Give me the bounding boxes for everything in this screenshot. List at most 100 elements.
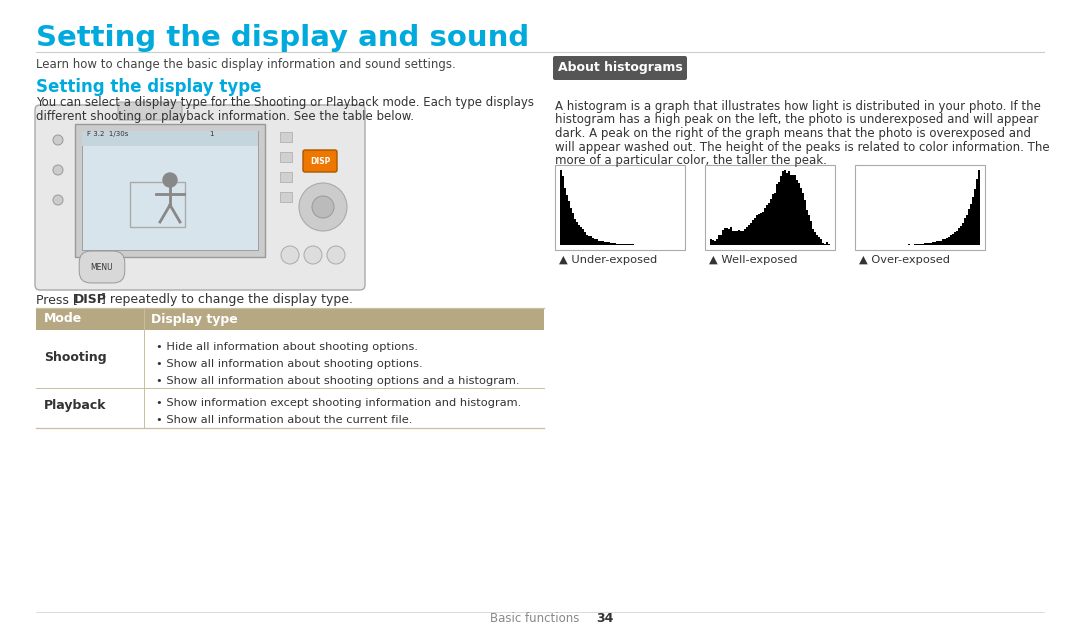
Text: Setting the display type: Setting the display type bbox=[36, 78, 261, 96]
Bar bbox=[964, 217, 966, 245]
Text: ▲ Over-exposed: ▲ Over-exposed bbox=[859, 255, 950, 265]
Bar bbox=[960, 226, 962, 245]
Text: DISP: DISP bbox=[310, 156, 330, 166]
Bar bbox=[810, 221, 812, 245]
Bar bbox=[944, 239, 946, 245]
Bar bbox=[82, 131, 258, 146]
Bar bbox=[920, 244, 922, 245]
Bar bbox=[974, 188, 976, 245]
Bar bbox=[962, 222, 964, 245]
Bar bbox=[588, 236, 590, 245]
Bar bbox=[828, 244, 831, 245]
Bar bbox=[855, 165, 985, 250]
Bar bbox=[826, 242, 828, 245]
Text: Learn how to change the basic display information and sound settings.: Learn how to change the basic display in… bbox=[36, 58, 456, 71]
Bar bbox=[596, 239, 598, 245]
Bar bbox=[942, 239, 944, 245]
Bar bbox=[566, 195, 568, 245]
Bar bbox=[568, 201, 570, 245]
Bar bbox=[572, 214, 573, 245]
Text: About histograms: About histograms bbox=[557, 62, 683, 74]
Bar bbox=[584, 232, 586, 245]
Circle shape bbox=[163, 173, 177, 187]
Circle shape bbox=[281, 246, 299, 264]
Bar bbox=[914, 244, 916, 245]
Bar bbox=[778, 181, 780, 245]
Bar bbox=[562, 176, 564, 245]
Bar bbox=[800, 188, 802, 245]
Bar bbox=[570, 209, 572, 245]
Bar bbox=[720, 235, 723, 245]
Text: Mode: Mode bbox=[44, 312, 82, 326]
Bar bbox=[561, 170, 562, 245]
Text: Basic functions: Basic functions bbox=[490, 612, 579, 626]
Bar bbox=[75, 124, 265, 257]
Text: Setting the display and sound: Setting the display and sound bbox=[36, 24, 529, 52]
Bar bbox=[762, 212, 764, 245]
Circle shape bbox=[303, 246, 322, 264]
Bar bbox=[770, 198, 772, 245]
Bar bbox=[580, 227, 582, 245]
Bar bbox=[922, 244, 924, 245]
Bar bbox=[754, 219, 756, 245]
Bar bbox=[816, 236, 818, 245]
Bar bbox=[951, 234, 954, 245]
Bar bbox=[766, 205, 768, 245]
Bar bbox=[934, 242, 936, 245]
Bar bbox=[624, 244, 626, 245]
Bar bbox=[936, 241, 939, 245]
Text: histogram has a high peak on the left, the photo is underexposed and will appear: histogram has a high peak on the left, t… bbox=[555, 113, 1038, 127]
Text: Press [: Press [ bbox=[36, 293, 78, 306]
Bar bbox=[812, 229, 814, 245]
Bar bbox=[36, 308, 544, 330]
Circle shape bbox=[299, 183, 347, 231]
Bar bbox=[824, 244, 826, 245]
Bar bbox=[818, 238, 820, 245]
Bar bbox=[612, 243, 615, 245]
Bar bbox=[798, 183, 800, 245]
Bar bbox=[594, 239, 596, 245]
Circle shape bbox=[53, 165, 63, 175]
Bar bbox=[782, 171, 784, 245]
Text: Display type: Display type bbox=[151, 312, 238, 326]
Bar bbox=[930, 243, 932, 245]
Bar bbox=[752, 220, 754, 245]
Bar bbox=[732, 231, 734, 245]
Bar bbox=[777, 184, 778, 245]
Bar bbox=[280, 152, 292, 162]
Bar bbox=[586, 234, 588, 245]
Circle shape bbox=[53, 195, 63, 205]
Bar bbox=[740, 231, 742, 245]
Bar bbox=[718, 236, 720, 245]
Bar bbox=[618, 244, 620, 245]
Bar bbox=[978, 170, 980, 245]
Text: • Hide all information about shooting options.: • Hide all information about shooting op… bbox=[156, 342, 418, 352]
Bar bbox=[750, 224, 752, 245]
Bar bbox=[714, 241, 716, 245]
Bar bbox=[742, 231, 744, 245]
Bar bbox=[794, 175, 796, 245]
Text: ▲ Under-exposed: ▲ Under-exposed bbox=[559, 255, 658, 265]
Bar bbox=[602, 241, 604, 245]
FancyBboxPatch shape bbox=[303, 150, 337, 172]
Bar bbox=[728, 229, 730, 245]
Bar bbox=[600, 241, 602, 245]
Bar bbox=[954, 232, 956, 245]
Bar bbox=[780, 176, 782, 245]
Bar bbox=[716, 239, 718, 245]
Bar bbox=[958, 228, 960, 245]
Bar bbox=[789, 175, 792, 245]
Bar bbox=[760, 214, 762, 245]
Bar bbox=[764, 208, 766, 245]
Text: different shooting or playback information. See the table below.: different shooting or playback informati… bbox=[36, 110, 414, 123]
Text: 34: 34 bbox=[596, 612, 613, 626]
Bar bbox=[756, 215, 758, 245]
Bar bbox=[598, 241, 600, 245]
Text: A histogram is a graph that illustrates how light is distributed in your photo. : A histogram is a graph that illustrates … bbox=[555, 100, 1041, 113]
Bar bbox=[578, 225, 580, 245]
Bar bbox=[918, 244, 920, 245]
Text: • Show all information about shooting options and a histogram.: • Show all information about shooting op… bbox=[156, 376, 519, 386]
Text: DISP: DISP bbox=[75, 293, 107, 306]
Bar bbox=[608, 243, 610, 245]
FancyBboxPatch shape bbox=[118, 102, 183, 120]
